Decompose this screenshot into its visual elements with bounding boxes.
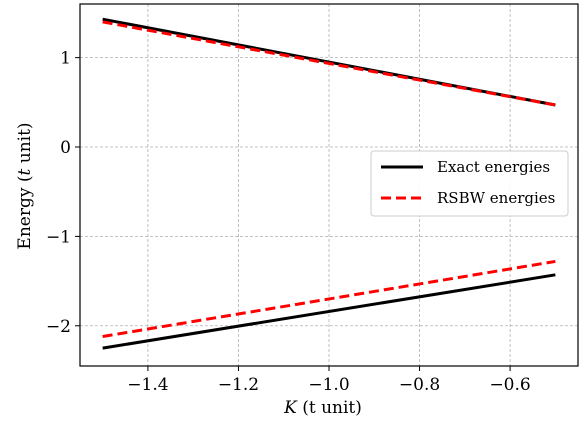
y-tick-label: 1 bbox=[60, 49, 71, 69]
y-tick-label: −1 bbox=[46, 227, 71, 247]
y-axis-label-post: unit) bbox=[15, 122, 35, 168]
series-lines bbox=[102, 17, 556, 350]
legend: Exact energies RSBW energies bbox=[370, 150, 569, 217]
legend-label-exact: Exact energies bbox=[437, 158, 550, 176]
rsbw-energy-line-1 bbox=[102, 20, 556, 107]
x-axis-label-var: K bbox=[283, 398, 298, 418]
x-tick-label: −1.4 bbox=[127, 375, 168, 395]
exact-energy-line-2 bbox=[102, 273, 556, 350]
x-tick-label: −1.2 bbox=[218, 375, 259, 395]
y-axis-label: Energy (t unit) bbox=[15, 122, 35, 249]
x-axis-label: K (t unit) bbox=[283, 398, 362, 418]
y-tick-label: 0 bbox=[60, 138, 71, 158]
x-axis-label-rest: (t unit) bbox=[297, 398, 362, 418]
legend-label-rsbw: RSBW energies bbox=[437, 189, 555, 207]
x-tick-label: −0.8 bbox=[399, 375, 440, 395]
rsbw-energy-line-3 bbox=[102, 259, 556, 338]
x-tick-label: −0.6 bbox=[489, 375, 530, 395]
y-axis-label-pre: Energy ( bbox=[15, 175, 35, 249]
y-tick-label: −2 bbox=[46, 317, 71, 337]
axis-ticks: −1.4 −1.2 −1.0 −0.8 −0.6 −2 −1 0 1 bbox=[46, 49, 531, 395]
x-tick-label: −1.0 bbox=[308, 375, 349, 395]
y-axis-label-var: t bbox=[15, 168, 35, 175]
